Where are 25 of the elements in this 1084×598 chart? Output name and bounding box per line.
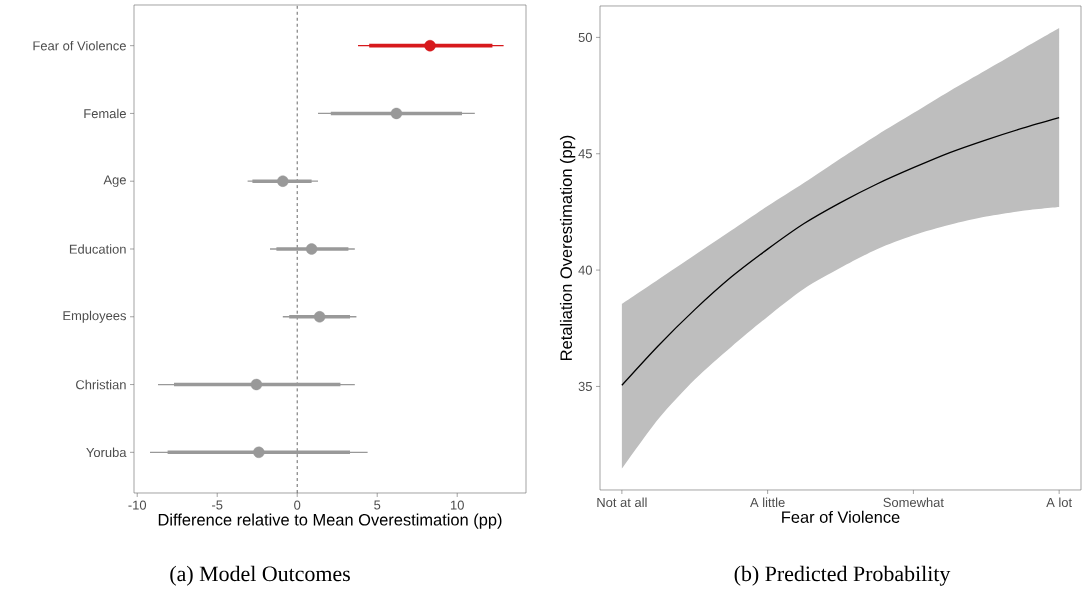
- y-tick-label: Employees: [63, 310, 127, 323]
- y-tick-label: Christian: [76, 379, 126, 390]
- x-tick-label: A little: [750, 497, 785, 508]
- text: (a) Model Outcomes: [170, 565, 350, 586]
- y-tick-label: 40: [578, 265, 592, 275]
- x-tick-label: 0: [294, 500, 301, 510]
- x-tick-label: A lot: [1046, 497, 1072, 508]
- text: (b) Predicted Probability: [734, 565, 951, 586]
- y-tick-label: 50: [578, 32, 592, 42]
- x-tick-label: 5: [374, 500, 381, 510]
- x-tick-label: 10: [450, 500, 464, 510]
- y-tick-label: Female: [84, 108, 126, 119]
- x-tick-label: -10: [128, 500, 147, 510]
- y-tick-label: 45: [578, 149, 592, 159]
- y-tick-label: Yoruba: [86, 447, 127, 458]
- x-tick-label: Somewhat: [883, 497, 944, 508]
- y-tick-label: Education: [69, 244, 126, 254]
- x-tick-label: -5: [212, 500, 223, 510]
- y-tick-label: Age: [103, 175, 126, 188]
- x-axis-title: Difference relative to Mean Overestimation (pp): [158, 513, 502, 529]
- y-tick-label: 35: [578, 381, 592, 392]
- x-tick-label: Not at all: [597, 497, 647, 508]
- y-tick-label: Fear of Violence: [33, 40, 126, 51]
- y-axis-title: Retaliation Overestimation (pp): [559, 135, 576, 360]
- x-axis-title: Fear of Violence: [782, 510, 900, 523]
